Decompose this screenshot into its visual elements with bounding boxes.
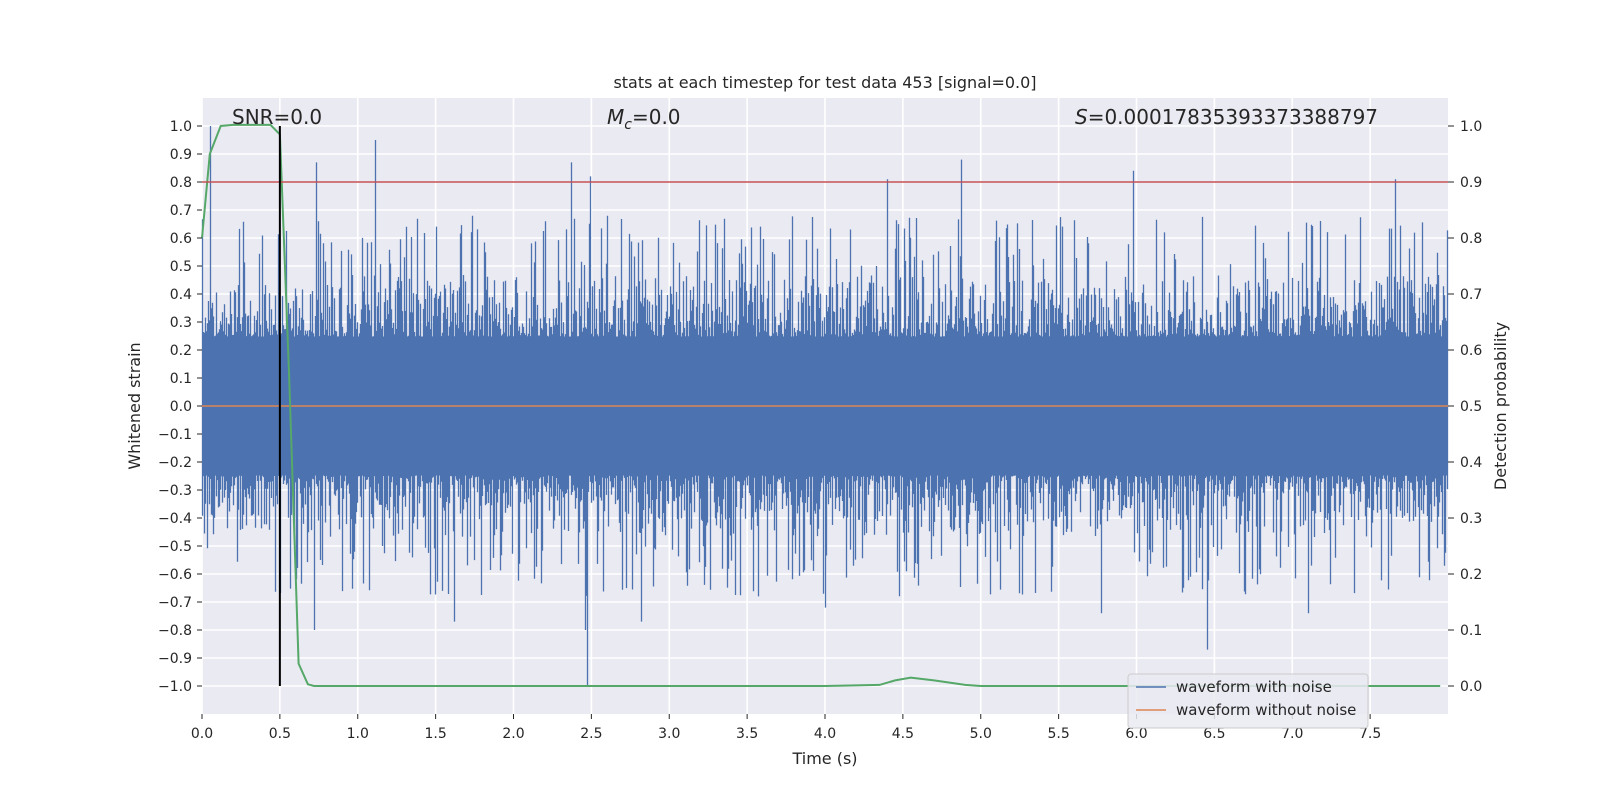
legend-label-noise: waveform with noise [1176, 678, 1332, 696]
x-tick-label: 5.5 [1047, 726, 1069, 742]
x-tick-label: 0.0 [191, 726, 213, 742]
y-right-tick-label: 0.0 [1460, 679, 1482, 695]
y-axis-right-label: Detection probability [1491, 322, 1510, 490]
x-axis-label: Time (s) [791, 749, 857, 768]
s-statistic-symbol: S [1075, 105, 1088, 129]
chirp-mass-annotation: Mc=0.0 [607, 105, 681, 133]
chart-title: stats at each timestep for test data 453… [613, 73, 1036, 92]
x-tick-label: 3.0 [658, 726, 680, 742]
y-tick-label: 0.9 [170, 147, 192, 163]
y-tick-label: −0.2 [158, 455, 192, 471]
y-tick-label: 0.3 [170, 315, 192, 331]
x-tick-label: 2.5 [580, 726, 602, 742]
x-tick-label: 3.5 [736, 726, 758, 742]
x-tick-label: 6.0 [1125, 726, 1147, 742]
snr-annotation: SNR=0.0 [232, 105, 322, 129]
y-tick-label: −0.7 [158, 595, 192, 611]
y-tick-label: 0.4 [170, 287, 192, 303]
y-tick-label: 0.7 [170, 203, 192, 219]
y-tick-label: −1.0 [158, 679, 192, 695]
y-right-tick-label: 0.2 [1460, 567, 1482, 583]
chirp-mass-value: =0.0 [632, 105, 681, 129]
y-tick-label: 0.8 [170, 175, 192, 191]
y-right-tick-label: 0.7 [1460, 287, 1482, 303]
y-tick-label: 0.5 [170, 259, 192, 275]
y-tick-label: 0.1 [170, 371, 192, 387]
x-tick-label: 0.5 [269, 726, 291, 742]
y-right-tick-label: 0.3 [1460, 511, 1482, 527]
y-tick-label: −0.5 [158, 539, 192, 555]
y-tick-label: −0.3 [158, 483, 192, 499]
x-tick-label: 6.5 [1203, 726, 1225, 742]
y-right-tick-label: 0.1 [1460, 623, 1482, 639]
legend-box [1127, 673, 1369, 729]
y-tick-label: 1.0 [170, 119, 192, 135]
y-tick-label: 0.2 [170, 343, 192, 359]
x-tick-label: 5.0 [970, 726, 992, 742]
x-tick-label: 7.5 [1359, 726, 1381, 742]
y-right-tick-label: 0.4 [1460, 455, 1482, 471]
y-tick-label: −0.9 [158, 651, 192, 667]
y-right-tick-label: 1.0 [1460, 119, 1482, 135]
axis-ticks: 0.0 0.5 1.0 1.5 2.0 2.5 3.0 3.5 4.0 4.5 5.0 5.5 6.0 6… [158, 119, 1482, 742]
s-statistic-value: =0.00017835393373388797 [1088, 105, 1378, 129]
y-tick-label: 0.0 [170, 399, 192, 415]
x-tick-label: 1.5 [424, 726, 446, 742]
y-tick-label: −0.6 [158, 567, 192, 583]
y-right-tick-label: 0.9 [1460, 175, 1482, 191]
y-tick-label: 0.6 [170, 231, 192, 247]
y-tick-label: −0.1 [158, 427, 192, 443]
chirp-mass-subscript: c [624, 117, 632, 133]
y-right-tick-label: 0.8 [1460, 231, 1482, 247]
chirp-mass-symbol: M [607, 105, 624, 129]
y-right-tick-label: 0.5 [1460, 399, 1482, 415]
y-tick-label: −0.4 [158, 511, 192, 527]
x-tick-label: 4.5 [892, 726, 914, 742]
x-tick-label: 7.0 [1281, 726, 1303, 742]
s-statistic-annotation: S=0.00017835393373388797 [1075, 105, 1378, 129]
legend-label-clean: waveform without noise [1176, 701, 1356, 719]
legend: waveform with noise waveform without noi… [1127, 673, 1369, 729]
series-layer [201, 123, 1449, 687]
detection-probability-line [201, 123, 1441, 687]
x-tick-label: 1.0 [347, 726, 369, 742]
y-tick-label: −0.8 [158, 623, 192, 639]
x-tick-label: 4.0 [814, 726, 836, 742]
y-axis-label: Whitened strain [125, 342, 144, 469]
y-right-tick-label: 0.6 [1460, 343, 1482, 359]
x-tick-label: 2.0 [502, 726, 524, 742]
